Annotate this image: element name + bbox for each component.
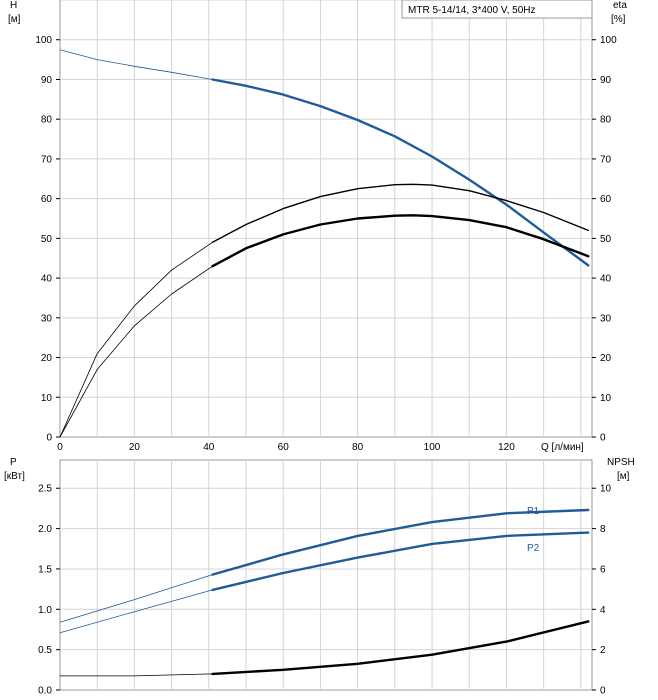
top-ticks: 0 10 20 30 40 50 60 70 80 90 100 0 10 20 30 40 50 60 70 80 9…	[35, 35, 617, 453]
y-tick-label-right: 70	[600, 154, 612, 165]
head-efficiency-panel: 0 10 20 30 40 50 60 70 80 90 100 0 10 20 30 40 50 60 70 80 9…	[8, 0, 627, 453]
x-tick-label: 0	[57, 442, 63, 453]
y-tick-label-right: 4	[600, 605, 606, 616]
series-h-extrapolated	[59, 49, 213, 80]
x-axis-label: Q [л/мин]	[541, 442, 584, 453]
y-tick-label-right: 90	[600, 75, 612, 86]
bottom-grid	[59, 459, 593, 691]
x-tick-label: 60	[278, 442, 290, 453]
y-tick-label-right: 40	[600, 274, 612, 285]
bottom-ticks: 0.0 0.5 1.0 1.5 2.0 2.5 0 2 4 6 8 10	[38, 484, 611, 697]
y-tick-label-right: 10	[600, 393, 612, 404]
y-tick-label-left: 70	[41, 154, 53, 165]
y-tick-label-right: 80	[600, 115, 612, 126]
npsh-axis-unit: [м]	[617, 471, 630, 482]
y-tick-label-left: 20	[41, 353, 53, 364]
series-label-p1: P1	[527, 506, 540, 517]
power-axis-unit: [кВт]	[4, 471, 25, 482]
y-tick-label-left: 0.0	[38, 686, 52, 697]
y-tick-label-left: 50	[41, 234, 53, 245]
plot-frame	[59, 0, 593, 438]
series-p2	[211, 531, 590, 592]
y-tick-label-right: 50	[600, 234, 612, 245]
y-tick-label-right: 0	[600, 686, 606, 697]
series-eta1-extrapolated	[59, 241, 213, 438]
x-tick-label: 100	[424, 442, 441, 453]
y-tick-label-right: 20	[600, 353, 612, 364]
y-tick-label-left: 90	[41, 75, 53, 86]
top-grid	[59, 0, 593, 438]
series-p1	[211, 508, 590, 576]
series-eta2	[211, 214, 590, 268]
y-tick-label-left: 100	[35, 35, 52, 46]
eta-axis-unit: [%]	[611, 14, 626, 25]
head-axis-title: H	[10, 0, 17, 11]
y-tick-label-right: 2	[600, 645, 606, 656]
y-tick-label-right: 0	[600, 433, 606, 444]
series-npsh	[211, 620, 590, 676]
series-p1-extrapolated	[59, 574, 213, 623]
series-h	[211, 78, 590, 267]
y-tick-label-left: 10	[41, 393, 53, 404]
legend-box	[401, 0, 593, 19]
y-tick-label-left: 2.0	[38, 524, 52, 535]
series-label-p2: P2	[527, 543, 540, 554]
y-tick-label-right: 30	[600, 313, 612, 324]
legend-text: MTR 5-14/14, 3*400 V, 50Hz	[408, 5, 535, 16]
head-axis-unit: [м]	[8, 14, 21, 25]
x-tick-label: 20	[129, 442, 141, 453]
y-tick-label-right: 8	[600, 524, 606, 535]
bottom-series	[59, 508, 590, 677]
x-tick-label: 120	[498, 442, 515, 453]
y-tick-label-left: 1.0	[38, 605, 52, 616]
series-npsh-extrapolated	[60, 673, 213, 677]
y-tick-label-left: 0	[46, 433, 52, 444]
y-tick-label-left: 0.5	[38, 645, 52, 656]
top-series	[59, 49, 590, 438]
y-tick-label-left: 80	[41, 115, 53, 126]
y-tick-label-left: 40	[41, 274, 53, 285]
y-tick-label-left: 30	[41, 313, 53, 324]
npsh-axis-title: NPSH	[607, 457, 635, 468]
plot-frame	[59, 459, 593, 691]
x-tick-label: 40	[203, 442, 215, 453]
y-tick-label-left: 1.5	[38, 564, 52, 575]
y-tick-label-right: 6	[600, 564, 606, 575]
y-tick-label-left: 60	[41, 194, 53, 205]
x-tick-label: 80	[352, 442, 364, 453]
series-eta2-extrapolated	[59, 265, 213, 438]
y-tick-label-left: 2.5	[38, 484, 52, 495]
y-tick-label-right: 60	[600, 194, 612, 205]
power-axis-title: P	[10, 457, 17, 468]
y-tick-label-right: 10	[600, 484, 612, 495]
series-p2-extrapolated	[59, 589, 213, 634]
series-eta1	[211, 183, 589, 244]
eta-axis-title: eta	[613, 0, 627, 11]
y-tick-label-right: 100	[600, 35, 617, 46]
power-npsh-panel: 0.0 0.5 1.0 1.5 2.0 2.5 0 2 4 6 8 10 P [кВт] NPSH […	[4, 457, 635, 697]
